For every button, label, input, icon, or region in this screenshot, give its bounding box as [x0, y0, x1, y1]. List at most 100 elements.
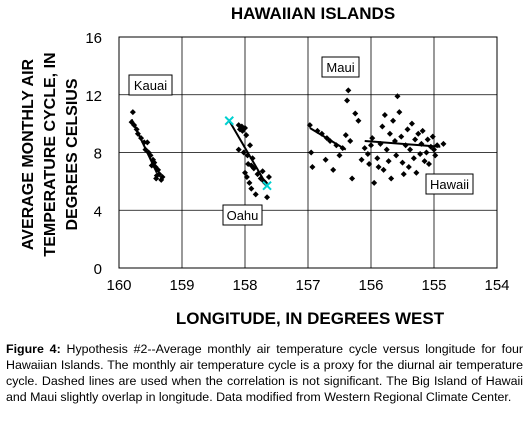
kauai-point	[129, 109, 136, 116]
maui-point	[306, 122, 313, 129]
x-axis-label: LONGITUDE, IN DEGREES WEST	[176, 309, 445, 328]
hawaii-point	[424, 136, 431, 143]
hawaii-point	[371, 179, 378, 186]
hawaii-label-text: Hawaii	[430, 177, 469, 192]
maui-point	[344, 97, 351, 104]
hawaii-point	[413, 169, 420, 176]
maui-point	[322, 156, 329, 163]
y-axis-label-line: AVERAGE MONTHLY AIR	[20, 58, 37, 250]
series-kauai	[128, 109, 166, 183]
hawaii-point	[366, 161, 373, 168]
hawaii-point	[405, 163, 412, 170]
y-tick-label: 8	[94, 146, 102, 163]
hawaii-point	[408, 120, 415, 127]
caption-text: Hypothesis #2--Average monthly air tempe…	[6, 342, 523, 404]
maui-point	[355, 117, 362, 124]
oahu-label-box	[222, 204, 263, 226]
kauai-point	[159, 174, 166, 181]
hawaii-trend-line	[364, 139, 441, 148]
oahu-point	[264, 194, 271, 201]
label-oahu: Oahu	[222, 204, 263, 226]
hawaii-point	[388, 175, 395, 182]
oahu-point	[265, 174, 272, 181]
maui-point	[330, 166, 337, 173]
kauai-label-box	[128, 74, 173, 96]
oahu-point	[235, 122, 242, 129]
hawaii-point	[432, 152, 439, 159]
y-axis-label-line: DEGREES CELSIUS	[64, 78, 81, 230]
label-maui: Maui	[321, 56, 360, 78]
oahu-endpoint-marker	[262, 180, 272, 191]
oahu-point	[235, 146, 242, 153]
hawaii-point	[381, 111, 388, 118]
kauai-point	[153, 175, 160, 182]
kauai-label-text: Kauai	[134, 78, 167, 93]
kauai-point	[144, 139, 151, 146]
oahu-point	[242, 169, 248, 176]
y-tick-label: 4	[94, 203, 102, 220]
caption-figure-label: Figure 4:	[6, 342, 61, 356]
maui-point	[309, 163, 316, 170]
figure-caption: Figure 4: Hypothesis #2--Average monthly…	[6, 341, 523, 405]
hawaii-point	[398, 133, 405, 140]
oahu-label-text: Oahu	[227, 208, 259, 223]
y-tick-label: 12	[85, 88, 102, 105]
maui-point	[358, 156, 365, 163]
hawaii-point	[425, 161, 432, 168]
label-hawaii: Hawaii	[425, 173, 474, 195]
hawaii-label-box	[425, 173, 474, 195]
x-tick-labels: 160 159 158 157 156 155 154	[106, 277, 509, 294]
hawaii-point	[374, 155, 381, 162]
maui-point	[349, 175, 356, 182]
x-tick-label: 160	[106, 277, 131, 294]
y-axis-label: AVERAGE MONTHLY AIR TEMPERATURE CYCLE, IN…	[20, 52, 81, 256]
x-tick-label: 155	[421, 277, 446, 294]
hawaii-point	[383, 146, 390, 153]
x-tick-label: 156	[358, 277, 383, 294]
oahu-point	[259, 168, 266, 175]
plot-area	[118, 36, 498, 269]
maui-label-box	[321, 56, 360, 78]
hawaii-point	[417, 150, 424, 157]
maui-point	[347, 137, 354, 144]
maui-point	[342, 132, 349, 139]
label-kauai: Kauai	[128, 74, 173, 96]
y-axis-label-line: TEMPERATURE CYCLE, IN	[42, 52, 59, 256]
island-labels: Kauai Oahu Maui Hawaii	[128, 56, 474, 226]
kauai-trend-line	[130, 118, 158, 174]
y-tick-label: 16	[85, 30, 102, 47]
hawaii-point	[423, 149, 430, 156]
hawaii-point	[410, 155, 417, 162]
series-layer	[128, 87, 447, 201]
x-tick-label: 157	[295, 277, 320, 294]
x-tick-label: 159	[169, 277, 194, 294]
hawaii-point	[415, 130, 422, 137]
oahu-point	[247, 142, 254, 149]
maui-label-text: Maui	[326, 60, 354, 75]
hawaii-point	[364, 150, 371, 157]
hawaii-point	[412, 136, 419, 143]
y-tick-labels: 0 4 8 12 16	[85, 30, 102, 278]
oahu-point	[240, 149, 247, 156]
hawaii-point	[386, 130, 393, 137]
hawaii-point	[368, 142, 374, 149]
series-hawaii	[364, 93, 447, 186]
hawaii-point	[440, 140, 447, 147]
hawaii-point	[429, 133, 436, 140]
hawaii-point	[400, 171, 407, 178]
x-tick-label: 154	[484, 277, 509, 294]
hawaii-point	[421, 158, 428, 165]
maui-trend-line	[309, 127, 347, 151]
hawaii-point	[379, 123, 386, 130]
oahu-point	[252, 191, 259, 198]
hawaii-point	[419, 127, 426, 134]
hawaii-point	[369, 135, 376, 142]
hawaii-point	[404, 126, 411, 133]
maui-point	[361, 145, 368, 152]
oahu-point	[246, 179, 253, 186]
hawaii-point	[396, 109, 403, 116]
hawaii-point	[407, 146, 414, 153]
oahu-point	[248, 185, 255, 192]
chart-title: HAWAIIAN ISLANDS	[231, 4, 395, 23]
oahu-point	[243, 174, 250, 181]
